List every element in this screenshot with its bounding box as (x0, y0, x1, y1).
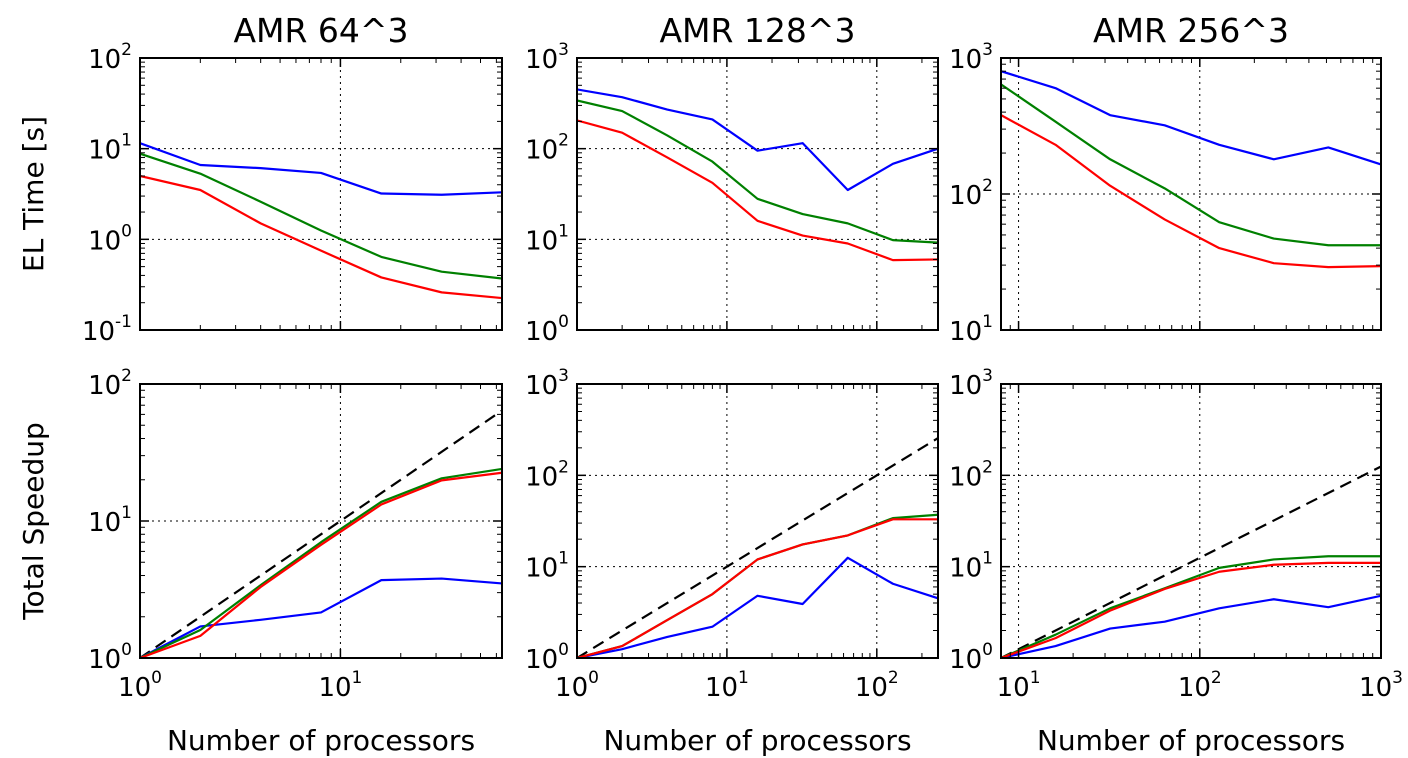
series-line-1 (1001, 83, 1381, 247)
series-line-0 (140, 577, 502, 658)
y-tick-label: 101 (88, 131, 132, 166)
x-tick-label: 101 (318, 668, 362, 703)
plot-area (577, 88, 938, 262)
y-tick-label: 100 (88, 221, 132, 256)
plot-area (1001, 465, 1381, 658)
y-tick-label: 102 (949, 176, 993, 211)
x-axis-label: Number of processors (167, 724, 475, 757)
series-line-0 (1001, 594, 1381, 658)
y-tick-label: 101 (949, 312, 993, 347)
y-tick-label: 101 (949, 549, 993, 584)
y-tick-label: 102 (525, 457, 569, 492)
y-axis-label: EL Time [s] (17, 116, 50, 272)
series-line-0 (577, 556, 938, 658)
y-tick-label: 100 (949, 640, 993, 675)
ideal-speedup-line (1001, 465, 1381, 658)
plot-area (577, 437, 938, 658)
series-line-1 (1001, 555, 1381, 658)
x-tick-label: 102 (855, 668, 899, 703)
y-tick-label: 103 (949, 40, 993, 75)
series-line-1 (140, 152, 502, 280)
y-tick-label: 102 (88, 366, 132, 401)
y-tick-label: 100 (88, 640, 132, 675)
series-line-0 (577, 88, 938, 192)
y-tick-label: 10-1 (82, 312, 132, 347)
x-tick-label: 101 (997, 668, 1041, 703)
x-tick-label: 100 (555, 668, 599, 703)
x-tick-label: 103 (1359, 668, 1403, 703)
y-tick-label: 101 (525, 549, 569, 584)
y-tick-label: 103 (949, 366, 993, 401)
y-axis-label: Total Speedup (17, 422, 50, 621)
series-line-0 (140, 142, 502, 196)
axes-frame (139, 383, 503, 659)
series-line-1 (140, 467, 502, 658)
subplot-speedup-0: 100 101 102 100 101 Number of processors Total… (17, 366, 503, 757)
x-axis-label: Number of processors (603, 724, 911, 757)
subplot-time-2: 101 102 103 AMR 256^3 (949, 11, 1382, 347)
y-tick-label: 102 (88, 40, 132, 75)
y-tick-label: 100 (525, 312, 569, 347)
axes-frame (576, 383, 939, 659)
series-line-1 (577, 513, 938, 658)
series-line-2 (140, 471, 502, 658)
plot-area (1001, 70, 1381, 269)
axes-frame (1000, 383, 1382, 659)
panel-title: AMR 256^3 (1093, 11, 1289, 50)
panel-title: AMR 64^3 (233, 11, 408, 50)
series-line-2 (577, 518, 938, 658)
x-tick-label: 102 (1178, 668, 1222, 703)
ideal-speedup-line (577, 437, 938, 658)
x-axis-label: Number of processors (1037, 724, 1345, 757)
panel-title: AMR 128^3 (659, 11, 855, 50)
axes-frame (576, 57, 939, 331)
series-line-2 (140, 174, 502, 300)
x-tick-label: 101 (705, 668, 749, 703)
y-tick-label: 102 (525, 131, 569, 166)
series-line-0 (1001, 70, 1381, 166)
series-line-1 (577, 99, 938, 244)
y-tick-label: 100 (525, 640, 569, 675)
plot-area (140, 142, 502, 300)
x-tick-label: 100 (118, 668, 162, 703)
subplot-speedup-1: 100 101 102 103 100 101 102 Number of processor… (525, 366, 939, 757)
ideal-speedup-line (140, 409, 502, 658)
y-tick-label: 103 (525, 366, 569, 401)
y-tick-label: 102 (949, 457, 993, 492)
series-line-2 (1001, 114, 1381, 269)
series-line-2 (1001, 561, 1381, 658)
axes-frame (1000, 57, 1382, 331)
plot-area (140, 409, 502, 658)
y-tick-label: 101 (525, 221, 569, 256)
y-tick-label: 103 (525, 40, 569, 75)
y-tick-label: 101 (88, 503, 132, 538)
subplot-time-1: 100 101 102 103 AMR 128^3 (525, 11, 939, 347)
axes-frame (139, 57, 503, 331)
subplot-time-0: 10-1 100 101 102 AMR 64^3 EL Time [s] (17, 11, 503, 347)
series-line-2 (577, 119, 938, 262)
